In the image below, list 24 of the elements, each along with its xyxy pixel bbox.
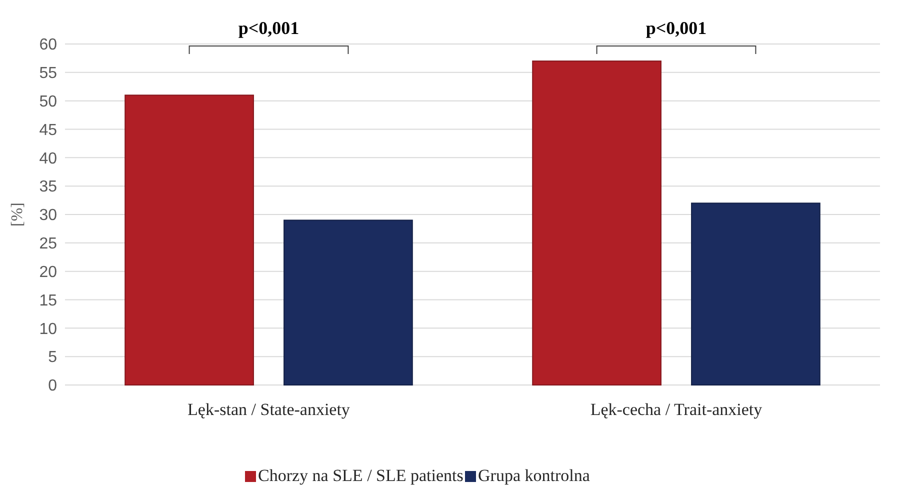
y-tick-label: 5 <box>48 349 58 366</box>
text: p<0,001 <box>646 18 707 38</box>
legend-label: Grupa kontrolna <box>478 466 590 485</box>
bar <box>691 202 820 386</box>
y-tick-label: 55 <box>39 65 58 82</box>
y-axis-title: [%] <box>9 202 26 226</box>
y-tick-label: 30 <box>39 207 58 224</box>
x-tick-label: Lęk-cecha / Trait-anxiety <box>590 400 763 419</box>
bar <box>284 220 413 386</box>
y-tick-label: 35 <box>39 178 58 196</box>
y-tick-label: 20 <box>39 264 58 281</box>
y-tick-label: 60 <box>39 36 58 54</box>
legend-label: Chorzy na SLE / SLE patients <box>258 466 464 485</box>
y-tick-label: 40 <box>39 150 58 168</box>
y-tick-label: 25 <box>39 236 58 253</box>
y-tick-label: 15 <box>39 292 58 310</box>
y-tick-label: 0 <box>48 378 58 395</box>
y-tick-label: 10 <box>39 320 58 338</box>
x-tick-label: Lęk-stan / State-anxiety <box>188 400 350 419</box>
bar <box>532 60 662 386</box>
bar <box>124 94 254 386</box>
y-tick-label: 50 <box>39 93 58 110</box>
text: p<0,001 <box>238 18 300 38</box>
y-tick-label: 45 <box>39 122 58 139</box>
